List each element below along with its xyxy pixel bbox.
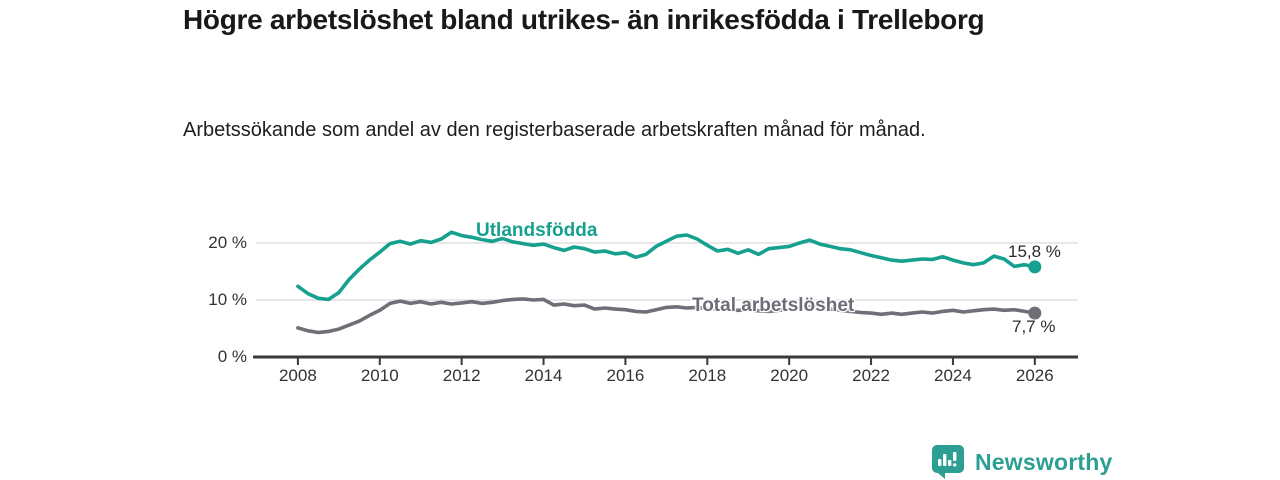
series-end-dot-utlandsfodda [1028, 260, 1042, 274]
x-tick-label: 2022 [852, 366, 890, 385]
series-label-total-arbetsloshet: Total arbetslöshet [692, 295, 855, 316]
bar-chart-speech-bubble-icon [932, 445, 964, 479]
x-tick-label: 2014 [524, 366, 563, 385]
x-tick-label: 2016 [606, 366, 645, 385]
x-tick-label: 2026 [1015, 366, 1054, 385]
x-tick-label: 2012 [442, 366, 481, 385]
x-tick-label: 2024 [934, 366, 972, 385]
x-tick-label: 2008 [278, 366, 317, 385]
y-tick-label: 20 % [208, 233, 247, 252]
chart-subtitle: Arbetssökande som andel av den registerb… [183, 119, 926, 141]
page-title: Högre arbetslöshet bland utrikes- än inr… [183, 4, 985, 35]
newsworthy-logo-text: Newsworthy [975, 448, 1113, 475]
x-tick-label: 2010 [360, 366, 399, 385]
y-tick-label: 10 % [208, 290, 247, 309]
x-tick-label: 2020 [770, 366, 809, 385]
x-tick-label: 2018 [688, 366, 727, 385]
y-tick-label: 0 % [217, 347, 247, 366]
series-line-utlandsfodda [296, 230, 1037, 302]
series-label-utlandsfodda: Utlandsfödda [476, 220, 598, 241]
end-value-label-total: 7,7 % [1012, 317, 1056, 336]
end-value-label-utlandsfodda: 15,8 % [1008, 242, 1061, 261]
newsworthy-logo: Newsworthy [931, 444, 1112, 480]
series-line-total-arbetsloshet [296, 297, 1037, 335]
series-end-dot-total-arbetsloshet [1028, 306, 1042, 320]
